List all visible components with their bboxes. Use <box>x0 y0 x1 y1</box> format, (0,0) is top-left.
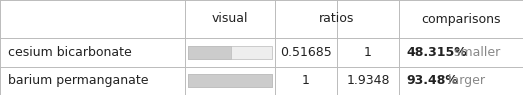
Text: visual: visual <box>212 13 248 25</box>
Text: 1.9348: 1.9348 <box>346 74 390 87</box>
Text: 1: 1 <box>302 74 310 87</box>
Text: comparisons: comparisons <box>421 13 501 25</box>
Text: 93.48%: 93.48% <box>407 74 459 87</box>
Text: 0.51685: 0.51685 <box>280 46 332 59</box>
Bar <box>188 74 272 87</box>
Text: cesium bicarbonate: cesium bicarbonate <box>8 46 132 59</box>
Text: larger: larger <box>444 74 485 87</box>
Text: 48.315%: 48.315% <box>407 46 468 59</box>
Text: 1: 1 <box>364 46 372 59</box>
Bar <box>188 46 272 59</box>
Text: barium permanganate: barium permanganate <box>8 74 149 87</box>
Text: ratios: ratios <box>320 13 355 25</box>
Text: smaller: smaller <box>450 46 501 59</box>
Bar <box>188 46 232 59</box>
Bar <box>188 74 272 87</box>
